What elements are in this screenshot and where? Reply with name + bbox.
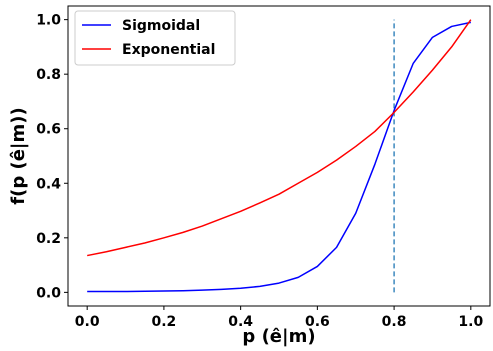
x-tick-label: 0.4 xyxy=(228,314,253,330)
x-tick-label: 0.8 xyxy=(382,314,407,330)
legend-box xyxy=(74,10,236,66)
y-tick-label: 0.2 xyxy=(36,231,61,247)
legend: Sigmoidal Exponential xyxy=(74,10,236,66)
x-tick-label: 0.6 xyxy=(305,314,330,330)
y-tick-label: 0.0 xyxy=(36,285,61,301)
y-tick-label: 1.0 xyxy=(36,13,61,29)
y-axis-title: f(p (ê|m)) xyxy=(8,107,29,204)
x-tick-label: 1.0 xyxy=(458,314,483,330)
x-tick-label: 0.2 xyxy=(152,314,177,330)
y-axis-ticks: 0.0 0.2 0.4 0.6 0.8 1.0 xyxy=(36,13,68,301)
y-tick-label: 0.4 xyxy=(36,176,61,192)
x-axis-ticks: 0.0 0.2 0.4 0.6 0.8 1.0 xyxy=(75,306,483,330)
plot-frame xyxy=(67,5,491,307)
legend-label-exponential: Exponential xyxy=(122,42,215,58)
x-tick-label: 0.0 xyxy=(75,314,100,330)
plot-marks xyxy=(87,19,472,293)
series-line-sigmoidal xyxy=(87,21,471,293)
legend-label-sigmoidal: Sigmoidal xyxy=(122,18,200,34)
x-axis-title: p (ê|m) xyxy=(242,326,315,347)
series-line-exponential xyxy=(87,19,472,257)
y-tick-label: 0.6 xyxy=(36,122,61,138)
y-tick-label: 0.8 xyxy=(36,67,61,83)
